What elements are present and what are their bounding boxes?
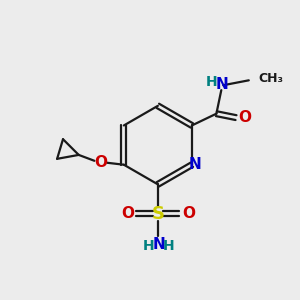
Text: H: H [143,239,155,253]
Text: O: O [182,206,195,221]
Text: S: S [152,205,164,223]
Text: O: O [238,110,251,125]
Text: N: N [152,237,165,252]
Text: H: H [163,239,175,253]
Text: O: O [121,206,134,221]
Text: O: O [94,155,107,170]
Text: CH₃: CH₃ [259,72,284,85]
Text: N: N [188,157,201,172]
Text: H: H [206,75,217,89]
Text: N: N [216,77,229,92]
